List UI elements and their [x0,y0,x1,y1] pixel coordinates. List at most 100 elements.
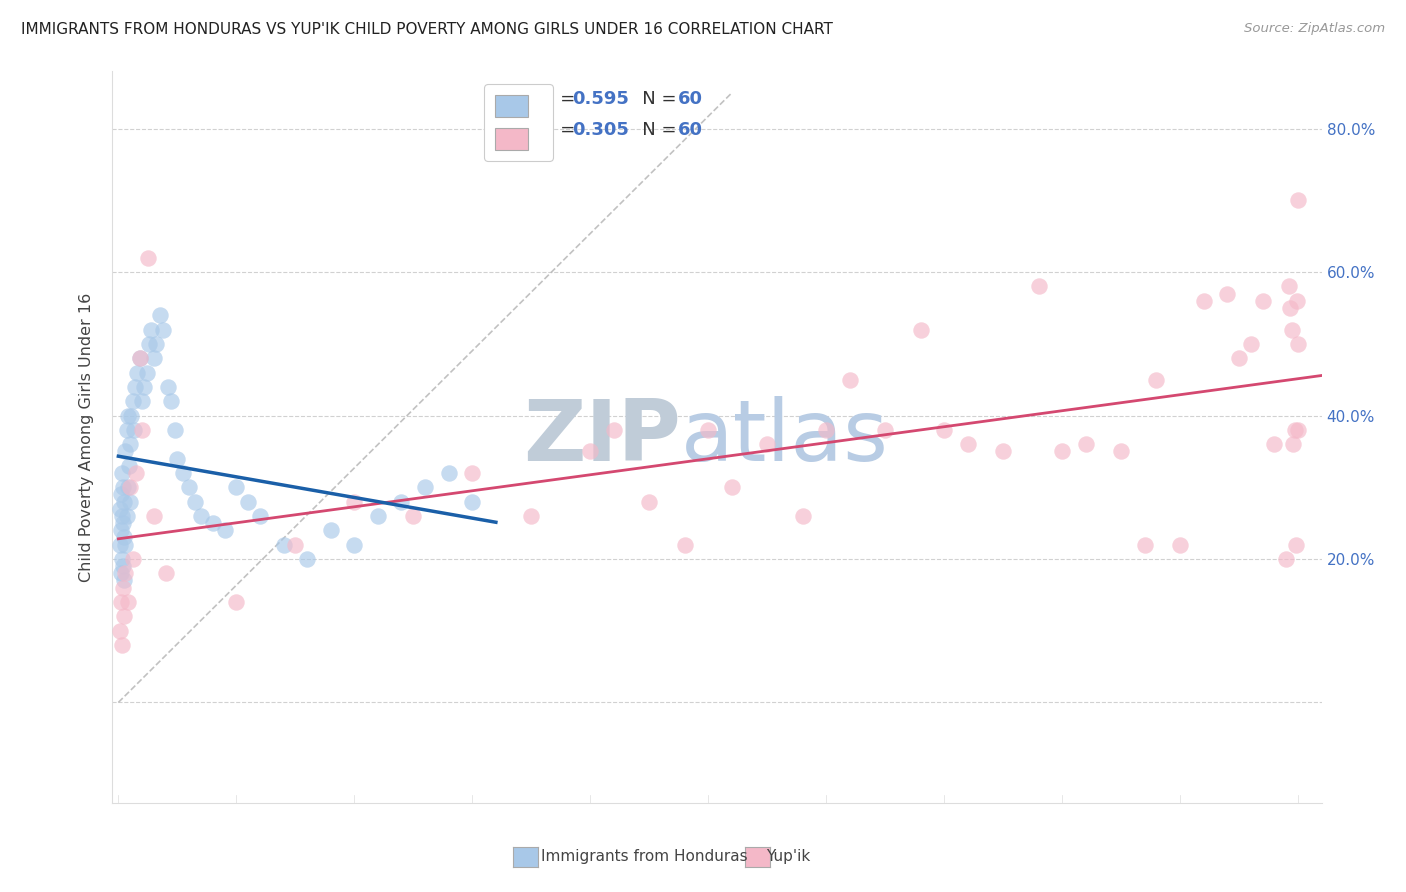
Point [1278,279,1301,293]
Point [156,380,179,394]
Point [134,380,156,394]
Point [111,508,134,523]
Point [1240,336,1263,351]
Point [124,380,146,394]
Point [249,508,271,523]
Point [121,394,143,409]
Point [110,595,132,609]
Point [136,251,159,265]
Point [108,501,131,516]
Point [1050,444,1073,458]
Point [128,351,150,366]
Point [875,423,897,437]
Point [579,444,602,458]
Y-axis label: Child Poverty Among Girls Under 16: Child Poverty Among Girls Under 16 [79,293,94,582]
Point [1146,373,1168,387]
Point [1278,301,1301,315]
Point [112,516,135,530]
Point [391,494,413,508]
Point [956,437,979,451]
Point [163,423,186,437]
Point [461,494,484,508]
Point [437,466,460,480]
Point [120,480,142,494]
Point [121,552,143,566]
Point [179,480,201,494]
Point [138,336,160,351]
Point [166,451,188,466]
Point [638,494,661,508]
Point [112,574,135,588]
Point [461,466,484,480]
Point [142,508,165,523]
Point [131,394,153,409]
Point [122,423,145,437]
Point [214,524,236,538]
Point [131,423,153,437]
Point [112,609,135,624]
Point [142,351,165,366]
Point [117,480,139,494]
Point [155,566,177,581]
Point [120,437,142,451]
Point [1028,279,1050,293]
Point [402,508,425,523]
Point [110,487,132,501]
Text: 0.595: 0.595 [572,90,628,108]
Point [172,466,194,480]
Text: 60: 60 [678,90,703,108]
Point [111,638,134,652]
Point [149,308,172,322]
Point [152,322,174,336]
Point [160,394,183,409]
Point [1285,293,1308,308]
Point [838,373,860,387]
Point [1216,286,1239,301]
Point [115,508,138,523]
Text: ZIP: ZIP [523,395,681,479]
Point [112,559,135,574]
Text: IMMIGRANTS FROM HONDURAS VS YUP'IK CHILD POVERTY AMONG GIRLS UNDER 16 CORRELATIO: IMMIGRANTS FROM HONDURAS VS YUP'IK CHILD… [21,22,832,37]
Point [1263,437,1285,451]
Point [112,581,135,595]
Point [1286,194,1309,208]
Point [1133,538,1156,552]
Point [1074,437,1097,451]
Text: atlas: atlas [681,395,889,479]
Text: 0.305: 0.305 [572,121,628,139]
Point [110,566,132,581]
Point [115,423,138,437]
Point [145,336,167,351]
Point [128,351,150,366]
Point [273,538,295,552]
Point [1168,538,1191,552]
Point [110,524,132,538]
Point [184,494,207,508]
Point [114,444,136,458]
Point [1192,293,1215,308]
Point [114,566,136,581]
Point [673,538,696,552]
Point [1281,322,1303,336]
Point [1251,293,1274,308]
Point [120,494,142,508]
Point [108,624,131,638]
Point [284,538,307,552]
Point [117,595,139,609]
Point [114,538,136,552]
Point [520,508,543,523]
Text: R =: R = [541,90,581,108]
Point [319,524,342,538]
Text: N =: N = [626,121,682,139]
Point [1109,444,1132,458]
Point [112,480,135,494]
Point [295,552,318,566]
Point [603,423,626,437]
Legend: , : , [484,84,553,161]
Point [343,538,366,552]
Point [201,516,224,530]
Text: N =: N = [626,90,682,108]
Point [236,494,259,508]
Point [343,494,366,508]
Point [1275,552,1298,566]
